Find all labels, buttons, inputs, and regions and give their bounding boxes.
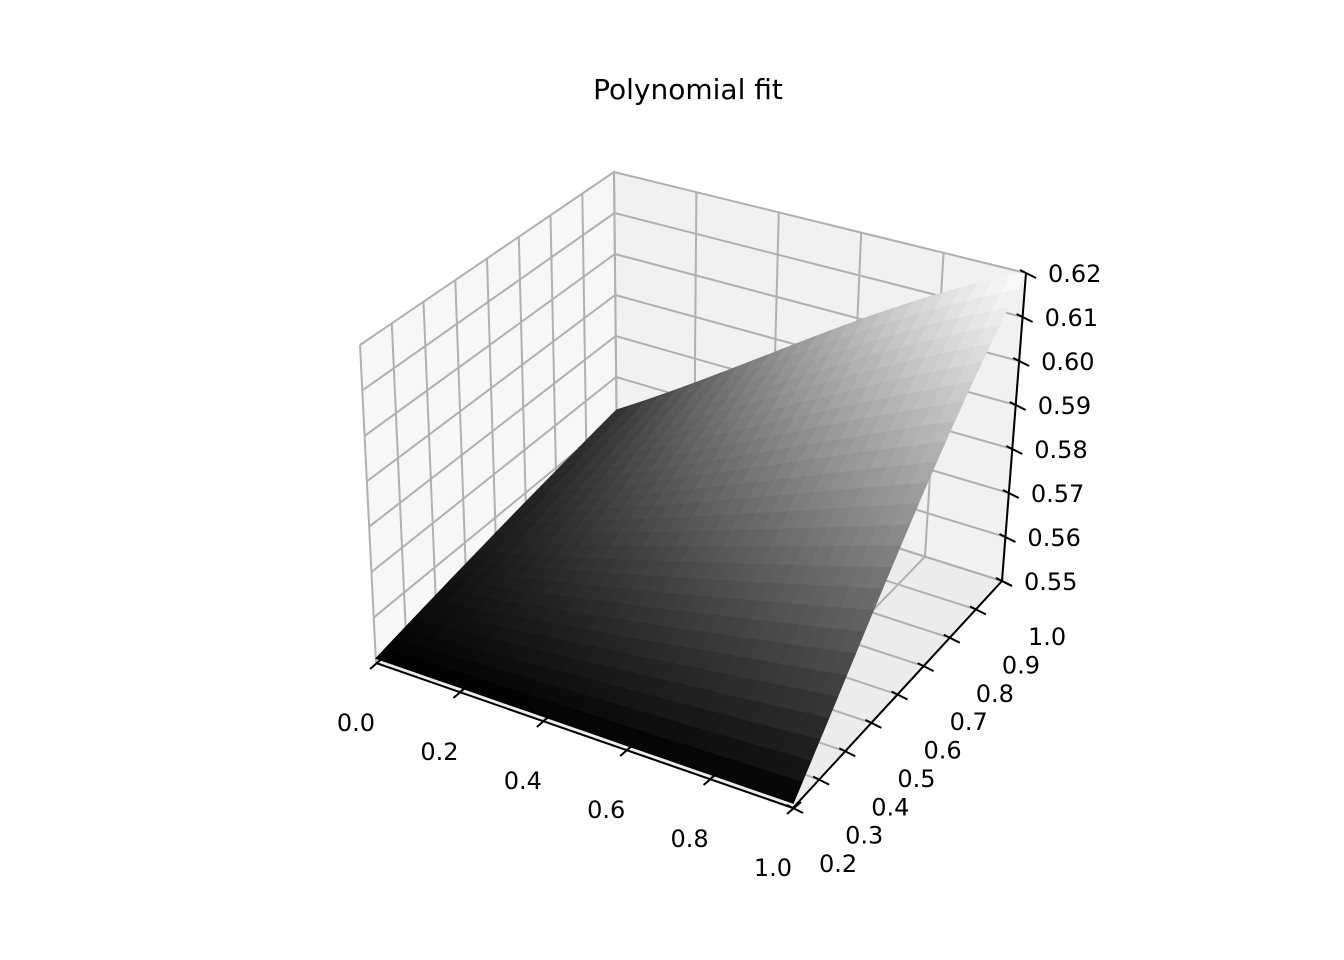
- z-tick-mark: [995, 577, 1013, 587]
- y-tick-label: 0.2: [819, 850, 857, 878]
- z-tick-label: 0.60: [1041, 348, 1094, 376]
- z-tick-mark: [1019, 269, 1037, 279]
- y-tick-mark: [812, 775, 830, 786]
- z-tick-label: 0.59: [1038, 392, 1091, 420]
- x-tick-mark: [702, 772, 719, 786]
- x-tick-label: 1.0: [754, 854, 792, 882]
- y-tick-mark: [786, 804, 804, 814]
- x-tick-mark: [536, 714, 552, 728]
- z-tick-mark: [1005, 445, 1023, 455]
- y-tick-label: 0.8: [976, 680, 1014, 708]
- surface-plot: [375, 272, 1027, 804]
- y-tick-label: 1.0: [1028, 623, 1066, 651]
- y-tick-mark: [838, 747, 856, 758]
- z-tick-mark: [1016, 313, 1034, 323]
- surface-patch: [776, 776, 803, 804]
- y-tick-label: 0.9: [1002, 651, 1040, 679]
- y-tick-mark: [891, 690, 908, 701]
- x-axis-line: [375, 662, 794, 809]
- x-tick-label: 0.6: [587, 796, 625, 824]
- x-tick-mark: [369, 656, 385, 670]
- x-tick-label: 0.2: [420, 738, 458, 766]
- y-tick-mark: [943, 633, 961, 644]
- z-axis-line: [1001, 272, 1027, 582]
- z-tick-mark: [1002, 489, 1020, 499]
- axes: [369, 269, 1037, 815]
- chart-title: Polynomial fit: [593, 73, 783, 106]
- y-tick-mark: [969, 605, 987, 616]
- y-tick-label: 0.7: [950, 708, 988, 736]
- x-tick-label: 0.8: [671, 825, 709, 853]
- x-tick-mark: [452, 685, 469, 699]
- x-tick-label: 0.4: [504, 767, 542, 795]
- tick-labels: 0.00.20.40.60.81.0 0.20.30.40.50.60.70.80…: [337, 260, 1102, 882]
- z-tick-mark: [1009, 401, 1027, 411]
- y-tick-label: 0.4: [871, 793, 909, 821]
- y-tick-label: 0.5: [897, 765, 935, 793]
- y-tick-mark: [864, 718, 882, 729]
- y-tick-label: 0.3: [845, 822, 883, 850]
- z-tick-label: 0.56: [1027, 524, 1080, 552]
- z-tick-label: 0.57: [1031, 480, 1084, 508]
- grid-line-z: [359, 170, 1027, 346]
- y-tick-mark: [917, 662, 935, 673]
- z-tick-label: 0.62: [1048, 260, 1101, 288]
- z-tick-label: 0.55: [1024, 568, 1077, 596]
- x-tick-label: 0.0: [337, 709, 375, 737]
- z-tick-mark: [1012, 357, 1030, 367]
- x-tick-mark: [619, 743, 635, 757]
- z-tick-label: 0.61: [1045, 304, 1098, 332]
- y-tick-label: 0.6: [924, 737, 962, 765]
- z-tick-label: 0.58: [1034, 436, 1087, 464]
- z-tick-mark: [998, 533, 1016, 543]
- grid-line-z: [361, 211, 1023, 392]
